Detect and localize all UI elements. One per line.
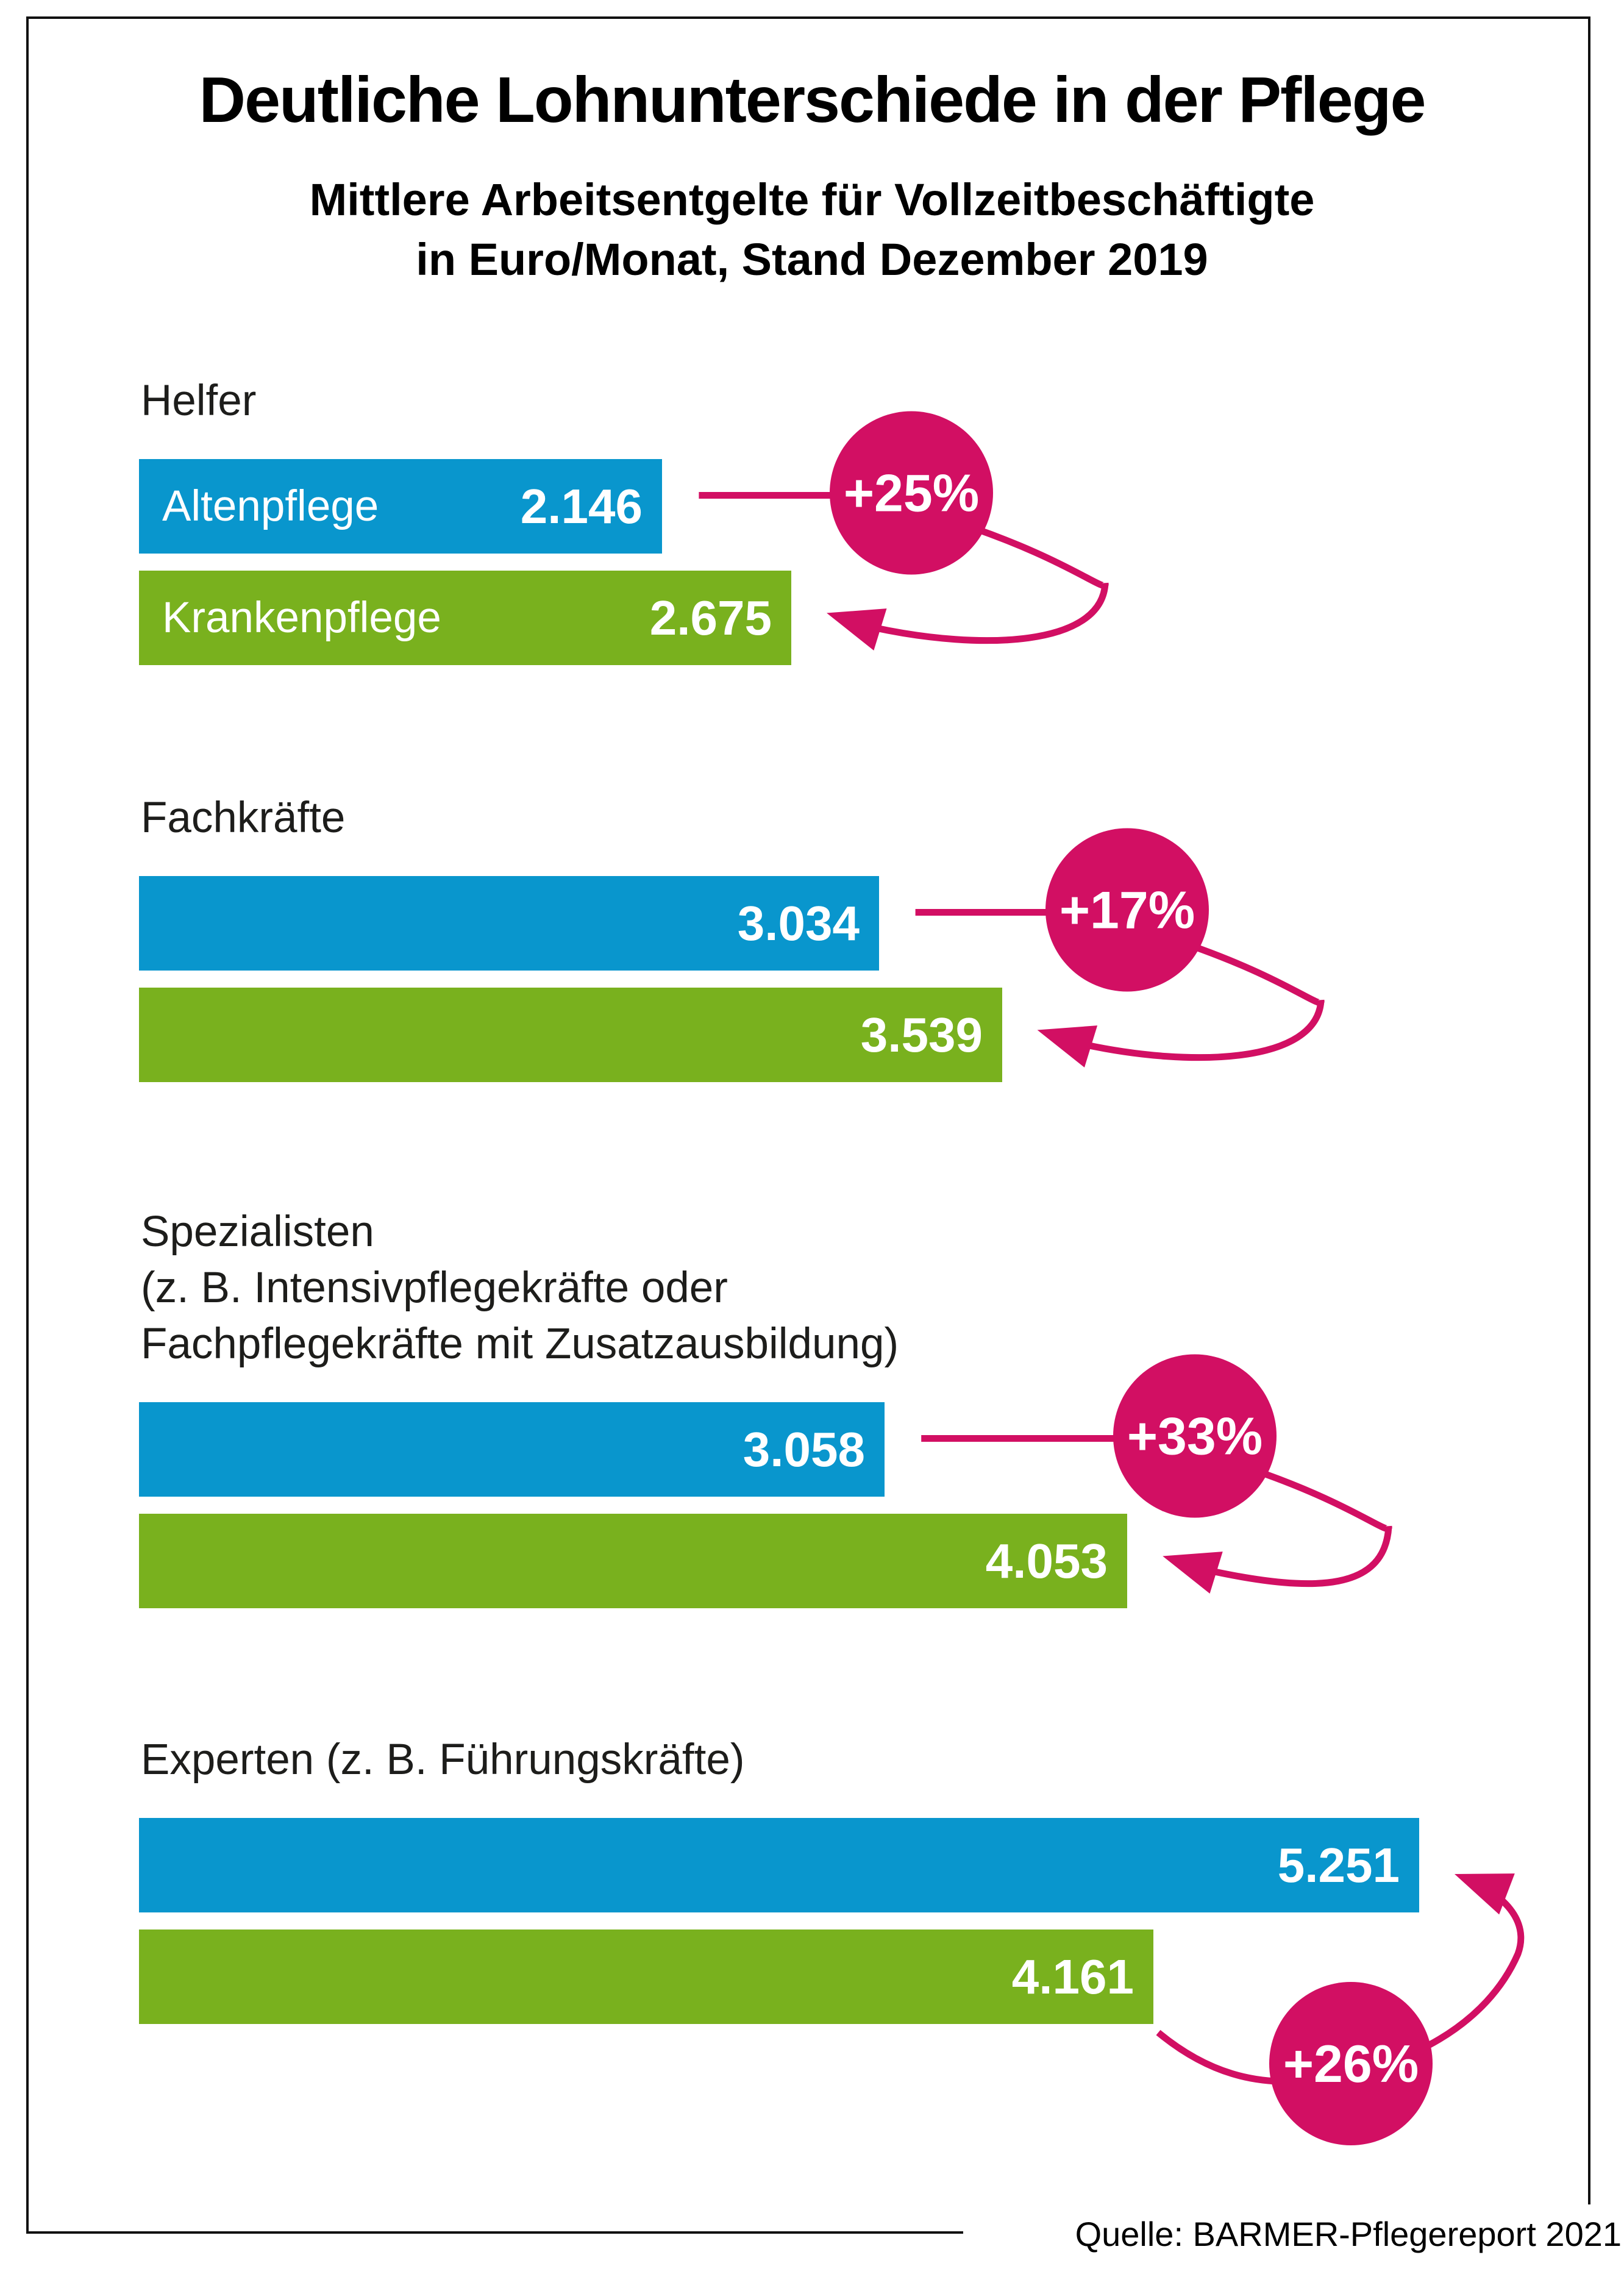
group-label-line: (z. B. Intensivpflegekräfte oder <box>141 1264 728 1312</box>
page-subtitle: Mittlere Arbeitsentgelte für Vollzeitbes… <box>0 170 1624 290</box>
bar-value: 3.034 <box>737 896 860 950</box>
bar-altenpflege-fachkraefte: 3.034 <box>139 876 879 971</box>
group-label-line: Spezialisten <box>141 1208 374 1256</box>
border-frame <box>26 16 1590 2234</box>
source-note: Quelle: BARMER-Pflegereport 2021 <box>963 2204 1624 2263</box>
bar-krankenpflege-helfer: Krankenpflege 2.675 <box>139 571 791 665</box>
bar-value: 3.539 <box>860 1007 983 1062</box>
group-label-line: Fachkräfte <box>141 794 346 842</box>
bar-value: 3.058 <box>743 1422 865 1477</box>
bar-altenpflege-helfer: Altenpflege 2.146 <box>139 459 662 554</box>
bar-krankenpflege-spezialisten: 4.053 <box>139 1514 1127 1608</box>
bar-value: 2.675 <box>649 590 772 645</box>
bar-krankenpflege-fachkraefte: 3.539 <box>139 988 1002 1082</box>
group-label-fachkraefte: Fachkräfte <box>141 790 345 846</box>
group-label-experten: Experten (z. B. Führungskräfte) <box>141 1732 744 1788</box>
bar-value: 4.161 <box>1011 1949 1134 2004</box>
bar-altenpflege-spezialisten: 3.058 <box>139 1402 885 1497</box>
subtitle-line-2: in Euro/Monat, Stand Dezember 2019 <box>416 234 1208 285</box>
bar-value: 5.251 <box>1277 1837 1400 1892</box>
group-label-helfer: Helfer <box>141 373 256 429</box>
group-label-spezialisten: Spezialisten (z. B. Intensivpflegekräfte … <box>141 1204 899 1372</box>
bar-krankenpflege-experten: 4.161 <box>139 1930 1153 2024</box>
bar-category-label: Altenpflege <box>162 482 379 530</box>
page-title: Deutliche Lohnunterschiede in der Pflege <box>199 64 1426 136</box>
bar-altenpflege-experten: 5.251 <box>139 1818 1419 1912</box>
subtitle-line-1: Mittlere Arbeitsentgelte für Vollzeitbes… <box>309 174 1315 225</box>
group-label-line: Experten (z. B. Führungskräfte) <box>141 1736 745 1784</box>
bar-category-label: Krankenpflege <box>162 594 441 642</box>
group-label-line: Helfer <box>141 377 257 425</box>
bar-value: 4.053 <box>985 1533 1108 1588</box>
group-label-line: Fachpflegekräfte mit Zusatzausbildung) <box>141 1320 899 1368</box>
bar-value: 2.146 <box>520 479 643 533</box>
